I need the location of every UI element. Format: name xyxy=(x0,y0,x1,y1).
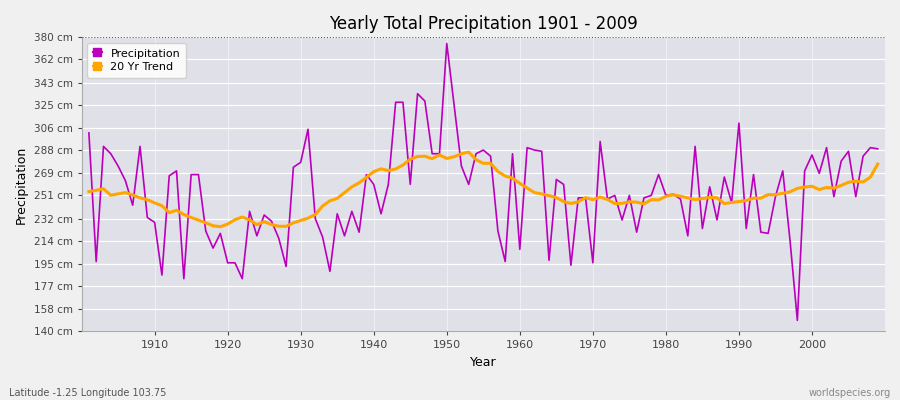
Text: Latitude -1.25 Longitude 103.75: Latitude -1.25 Longitude 103.75 xyxy=(9,388,166,398)
Y-axis label: Precipitation: Precipitation xyxy=(15,145,28,224)
Legend: Precipitation, 20 Yr Trend: Precipitation, 20 Yr Trend xyxy=(87,43,185,78)
Title: Yearly Total Precipitation 1901 - 2009: Yearly Total Precipitation 1901 - 2009 xyxy=(328,15,638,33)
X-axis label: Year: Year xyxy=(470,356,497,369)
Text: worldspecies.org: worldspecies.org xyxy=(809,388,891,398)
